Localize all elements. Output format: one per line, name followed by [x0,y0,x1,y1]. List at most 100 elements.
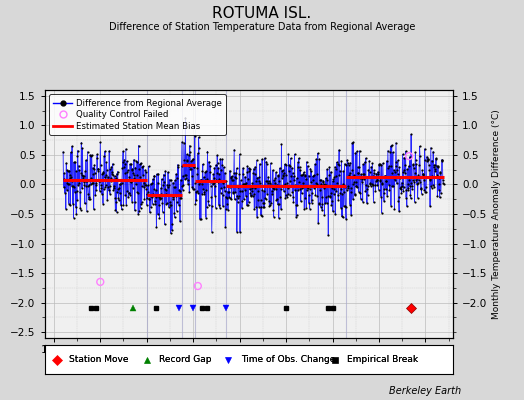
Point [417,186,425,193]
Point [287,183,296,189]
Point [293,202,301,208]
Point [401,169,409,176]
Point [265,203,274,210]
Point [85,194,93,200]
Point [149,190,158,197]
Point [129,170,137,176]
Point [215,170,223,177]
Point [382,178,390,184]
Point [268,188,276,194]
Point [70,159,78,166]
Point [222,178,231,184]
Point [347,184,356,191]
Point [355,163,364,170]
Point [399,188,408,194]
Point [414,172,423,178]
Point [358,198,367,205]
Point [84,196,93,203]
Point [332,187,341,194]
Point [322,194,331,200]
Point [103,167,111,174]
Point [90,166,99,172]
Point [77,170,85,177]
Point [280,181,289,188]
Point [370,170,378,177]
Point [155,215,163,222]
Point [80,179,88,185]
Point [366,181,374,187]
Point [86,152,94,158]
Point [263,178,271,185]
Point [117,176,125,183]
Point [289,198,298,205]
Point [99,200,107,207]
Point [183,158,192,164]
Point [146,209,154,216]
Point [60,176,68,182]
Point [217,166,225,173]
Point [436,169,445,176]
Point [220,164,228,170]
Point [83,208,91,214]
Point [162,200,170,207]
Point [250,191,258,197]
Text: Station Move: Station Move [69,355,128,364]
Point [400,167,409,173]
Point [432,155,440,162]
Point [220,188,228,194]
Point [234,199,242,205]
Point [204,202,213,208]
Point [293,175,301,181]
Point [141,167,149,173]
Point [277,206,285,212]
Point [213,170,221,176]
Point [181,172,189,178]
Point [352,183,361,189]
Point [371,181,379,188]
Point [150,172,158,179]
Point [208,203,216,209]
Point [390,175,398,182]
Point [149,185,158,192]
Point [202,214,210,221]
Point [232,175,241,182]
Point [254,174,263,181]
Point [364,183,373,189]
Point [317,180,325,187]
Point [341,203,350,209]
Point [66,174,74,181]
Point [389,182,398,189]
Point [386,143,395,149]
Point [156,195,164,201]
Point [68,183,76,189]
Point [170,210,178,216]
Point [206,178,215,185]
Point [239,181,248,187]
Point [419,171,427,178]
Point [81,168,90,175]
Point [339,181,347,187]
Point [260,188,268,194]
Point [359,161,367,168]
Point [422,174,431,180]
Point [247,185,256,191]
Point [192,188,200,195]
Point [346,189,355,195]
Point [416,179,424,186]
Point [65,200,73,207]
Point [201,176,209,183]
Point [243,202,251,208]
Point [164,184,172,190]
Point [282,180,291,186]
Point [77,206,85,213]
Point [184,152,193,158]
Point [321,182,330,188]
Point [217,185,226,191]
Point [297,172,305,178]
Point [423,158,432,164]
Point [402,194,410,201]
Point [189,155,198,162]
Point [254,197,263,203]
Point [59,149,67,155]
Point [306,186,314,192]
